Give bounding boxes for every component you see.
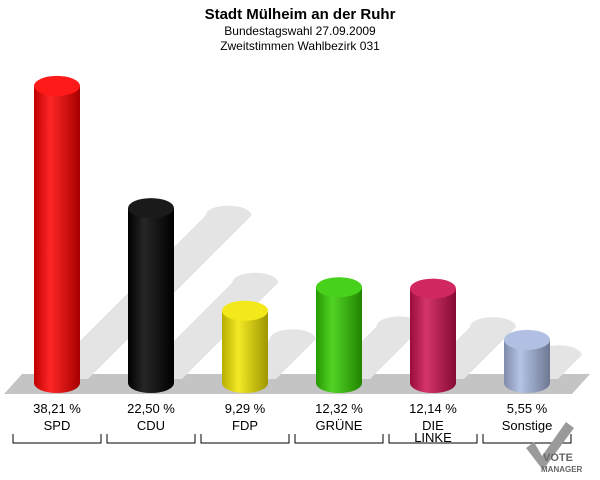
category-bracket [106,434,196,444]
bars [34,75,550,394]
category-bracket [482,434,572,444]
category-axis: SPD CDU FDP GRÜNE DIE LINKE Sonstige [12,418,572,445]
chart-subtitle: Bundestagswahl 27.09.2009 [224,24,376,38]
category-label: FDP [232,418,258,433]
chart-title: Stadt Mülheim an der Ruhr [205,6,396,23]
value-label: 38,21 % [33,401,81,416]
chart-floor [4,374,590,394]
bar-spd [34,85,80,394]
value-label: 22,50 % [127,401,175,416]
category-bracket [12,434,102,444]
bar-grüne [316,287,362,393]
category-label: Sonstige [502,418,553,433]
category-bracket [200,434,290,444]
bar-cap [316,277,362,298]
bar-cap [128,198,174,219]
bar-cap [504,329,550,350]
bar-sonstige [504,339,550,393]
category-label: CDU [137,418,165,433]
category-label: SPD [44,418,71,433]
chart-subtitle-2: Zweitstimmen Wahlbezirk 031 [220,39,380,53]
category-bracket [294,434,384,444]
value-label: 12,14 % [409,401,457,416]
bar-shadows [42,205,582,379]
category-bracket [388,434,478,444]
bar-cap [222,300,268,321]
vote-manager-logo: VOTE MANAGER [526,422,583,474]
checkmark-icon [526,422,574,470]
value-label: 9,29 % [225,401,266,416]
category-label: GRÜNE [316,418,363,433]
value-label: 12,32 % [315,401,363,416]
bar-die-linke [410,288,456,393]
category-label: DIE LINKE [414,418,452,445]
bar-cap [34,75,80,96]
logo-text-manager: MANAGER [541,465,583,474]
bar-cdu [128,208,174,393]
value-labels: 38,21 % 22,50 % 9,29 % 12,32 % 12,14 % 5,55 % [33,401,548,416]
bar-fdp [222,310,268,393]
logo-text-vote: VOTE [543,452,573,464]
value-label: 5,55 % [507,401,548,416]
bar-cap [410,278,456,299]
